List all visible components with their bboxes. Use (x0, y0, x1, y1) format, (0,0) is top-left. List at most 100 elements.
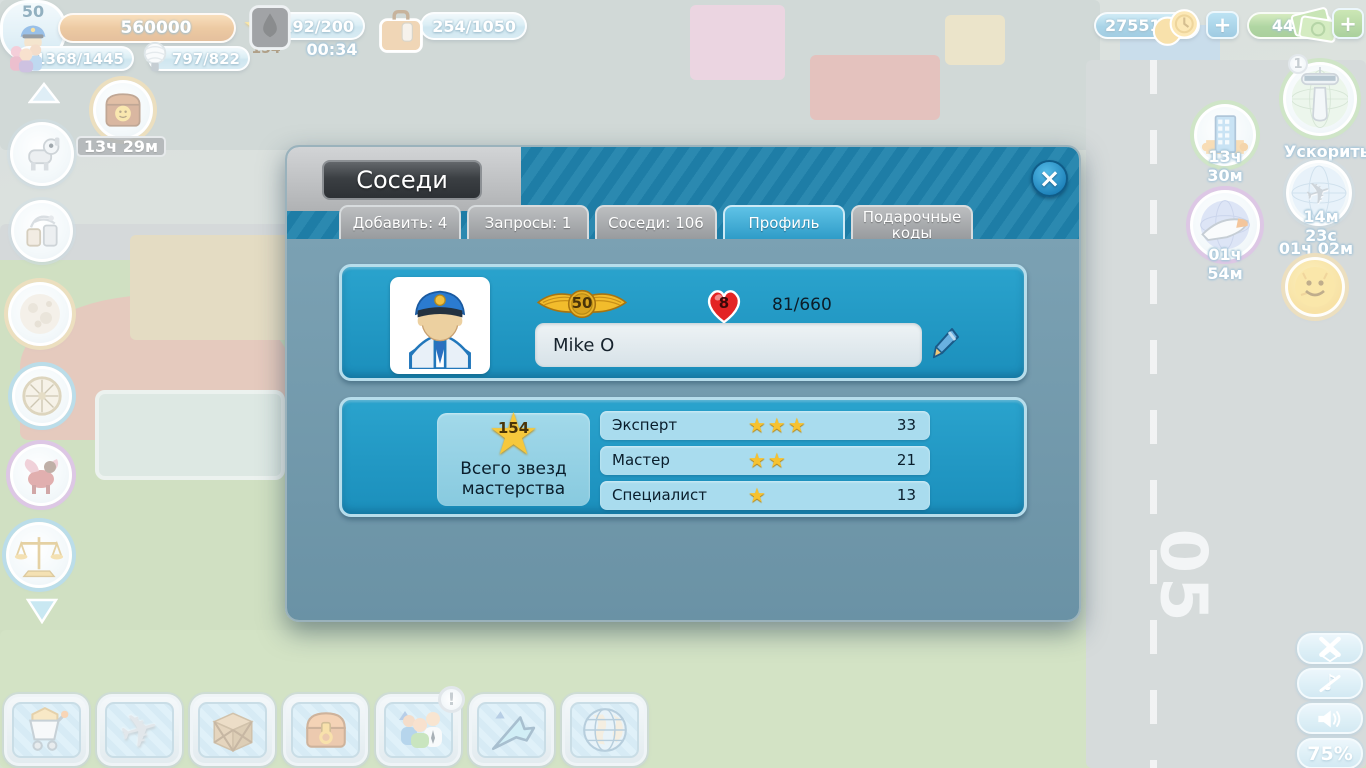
crate-icon (211, 712, 254, 753)
cursor-arrow-icon (491, 711, 535, 751)
compass-button[interactable] (12, 366, 72, 426)
robot-dog-button[interactable] (10, 122, 74, 186)
coins-bar: 560000 (58, 13, 236, 43)
compass-icon (22, 376, 62, 416)
cargo-value: 254/1050 (432, 16, 516, 36)
plus-icon: + (1339, 11, 1357, 36)
pegasus-button[interactable] (10, 444, 72, 506)
tab-gift-codes[interactable]: Подарочные коды (851, 205, 973, 239)
close-button[interactable]: × (1031, 160, 1068, 197)
robot-dog-icon (28, 137, 60, 171)
production-timer: 01ч 02м (1278, 239, 1354, 258)
sound-toggle-button[interactable] (1297, 703, 1363, 734)
scales-button[interactable] (6, 522, 72, 588)
dialog-title: Соседи (322, 160, 482, 200)
stat-row-expert: Эксперт ★★★ 33 (600, 411, 930, 440)
moon-rock-icon (20, 294, 60, 334)
control-tower-icon (1292, 67, 1348, 128)
space-shuttle-icon (1200, 200, 1250, 250)
plane-icon: ✈ (113, 702, 166, 758)
add-cash-button[interactable]: + (1206, 11, 1239, 39)
crossed-tools-icon (1319, 636, 1341, 662)
zoom-level-value: 75% (1307, 742, 1353, 765)
close-icon: × (1038, 163, 1061, 194)
stat-count: 13 (896, 486, 916, 504)
moon-rock-button[interactable] (8, 282, 72, 346)
edit-name-button[interactable] (930, 327, 960, 361)
coins-stack-icon (1152, 9, 1199, 46)
dialog-tab-bar: Добавить: 4 Запросы: 1 Соседи: 106 Профи… (339, 205, 973, 239)
total-stars-value: 154 (497, 419, 530, 437)
stat-label: Эксперт (612, 416, 678, 434)
profile-avatar (390, 277, 490, 374)
scales-icon (14, 537, 64, 578)
fuel-timer: 00:34 (306, 40, 358, 59)
stat-label: Специалист (612, 486, 707, 504)
shop-button[interactable] (4, 694, 89, 766)
tab-label: Подарочные коды (862, 208, 962, 239)
speaker-icon (1318, 709, 1341, 728)
visit-mode-button[interactable] (469, 694, 554, 766)
stat-stars: ★★★ (748, 413, 808, 437)
smiley-sun-icon (1295, 267, 1335, 307)
stat-stars: ★ (748, 483, 768, 507)
shop-cart-icon (28, 706, 68, 751)
profile-panel: 50 8 81/660 (339, 264, 1027, 381)
pencil-icon (932, 328, 959, 359)
world-map-button[interactable] (562, 694, 647, 766)
stat-row-specialist: Специалист ★ 13 (600, 481, 930, 510)
stat-label: Мастер (612, 451, 670, 469)
chest-timer: 13ч 29м (76, 136, 166, 157)
machine-icon (26, 215, 58, 247)
cargo-bar: 254/1050 (420, 12, 527, 40)
tab-label: Соседи: 106 (608, 214, 704, 232)
tab-profile[interactable]: Профиль (723, 205, 845, 239)
energy-icon (143, 42, 167, 72)
population-value: 1368/1445 (35, 49, 124, 68)
shuttle-timer: 01ч 54м (1207, 245, 1243, 283)
happiness-sun-button[interactable] (1285, 257, 1345, 317)
tab-neighbors[interactable]: Соседи: 106 (595, 205, 717, 239)
tab-add[interactable]: Добавить: 4 (339, 205, 461, 239)
fuel-barrel-icon (249, 5, 291, 51)
add-gold-button[interactable]: + (1332, 8, 1364, 39)
mystery-chest-button[interactable] (93, 80, 153, 140)
people-icon (398, 711, 442, 748)
dialog-header: Соседи × Добавить: 4 Запросы: 1 Соседи: … (287, 147, 1079, 239)
stat-stars: ★★ (748, 448, 788, 472)
neighbors-alert-badge: ! (438, 686, 465, 713)
dialog-body: 50 8 81/660 (287, 239, 1079, 620)
stat-count: 33 (896, 416, 916, 434)
globe-icon (582, 708, 627, 752)
warehouse-button[interactable] (190, 694, 275, 766)
machine-button[interactable] (11, 200, 73, 262)
mastery-stats-panel: ★ 154 Всего звезд мастерства Эксперт ★★★… (339, 397, 1027, 517)
hearts-badge: 8 (705, 285, 743, 327)
tower-count-badge: 1 (1288, 54, 1308, 74)
flights-button[interactable]: ✈ (97, 694, 182, 766)
tab-requests[interactable]: Запросы: 1 (467, 205, 589, 239)
collections-button[interactable] (283, 694, 368, 766)
scroll-down-arrow[interactable] (26, 598, 58, 624)
boost-label: Ускорить (1284, 142, 1366, 161)
total-stars-card: ★ 154 Всего звезд мастерства (437, 401, 590, 506)
stat-count: 21 (896, 451, 916, 469)
tab-label: Профиль (748, 214, 820, 232)
profile-name-input[interactable] (535, 323, 922, 367)
treasure-chest-icon (305, 712, 346, 748)
neighbors-dialog: Соседи × Добавить: 4 Запросы: 1 Соседи: … (285, 145, 1081, 622)
tab-label: Запросы: 1 (484, 214, 572, 232)
tab-label: Добавить: 4 (352, 214, 448, 232)
building-timer: 13ч 30м (1207, 147, 1243, 185)
edit-mode-button[interactable] (1297, 633, 1363, 664)
zoom-level-button[interactable]: 75% (1297, 738, 1363, 768)
stat-row-master: Мастер ★★ 21 (600, 446, 930, 475)
level-wings-badge: 50 (535, 288, 629, 320)
suitcase-icon (379, 9, 423, 53)
music-toggle-button[interactable]: ♪ (1297, 668, 1363, 699)
plus-icon: + (1213, 13, 1232, 37)
coins-value: 560000 (120, 18, 192, 38)
scroll-up-arrow[interactable] (28, 82, 60, 104)
pegasus-icon (24, 459, 59, 494)
likes-progress: 81/660 (772, 295, 832, 315)
